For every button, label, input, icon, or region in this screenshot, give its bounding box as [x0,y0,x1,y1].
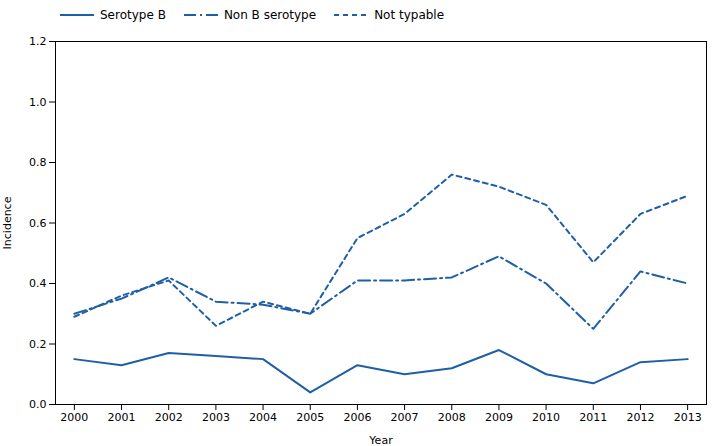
svg-text:2006: 2006 [343,411,371,424]
svg-text:0.8: 0.8 [29,156,47,169]
svg-text:0.4: 0.4 [29,277,47,290]
html-text:Serotype B: Serotype B [100,8,166,22]
svg-text:2004: 2004 [249,411,277,424]
svg-text:0.6: 0.6 [29,217,47,230]
svg-text:Incidence: Incidence [1,196,14,249]
html-text:Non B serotype: Non B serotype [223,8,317,22]
svg-text:2000: 2000 [60,411,88,424]
svg-text:2013: 2013 [674,411,702,424]
svg-text:Year: Year [368,434,393,446]
html-text:Not typable: Not typable [374,8,445,22]
svg-text:2005: 2005 [296,411,324,424]
svg-text:2007: 2007 [391,411,419,424]
svg-text:2001: 2001 [108,411,136,424]
svg-text:1.0: 1.0 [29,96,47,109]
svg-text:0.2: 0.2 [29,338,47,351]
svg-text:2003: 2003 [202,411,230,424]
svg-text:0.0: 0.0 [29,398,47,411]
svg-text:2012: 2012 [626,411,654,424]
svg-text:2010: 2010 [532,411,560,424]
svg-text:2009: 2009 [485,411,513,424]
svg-text:1.2: 1.2 [29,35,47,48]
svg-text:2002: 2002 [155,411,183,424]
svg-text:2011: 2011 [579,411,607,424]
svg-text:2008: 2008 [438,411,466,424]
